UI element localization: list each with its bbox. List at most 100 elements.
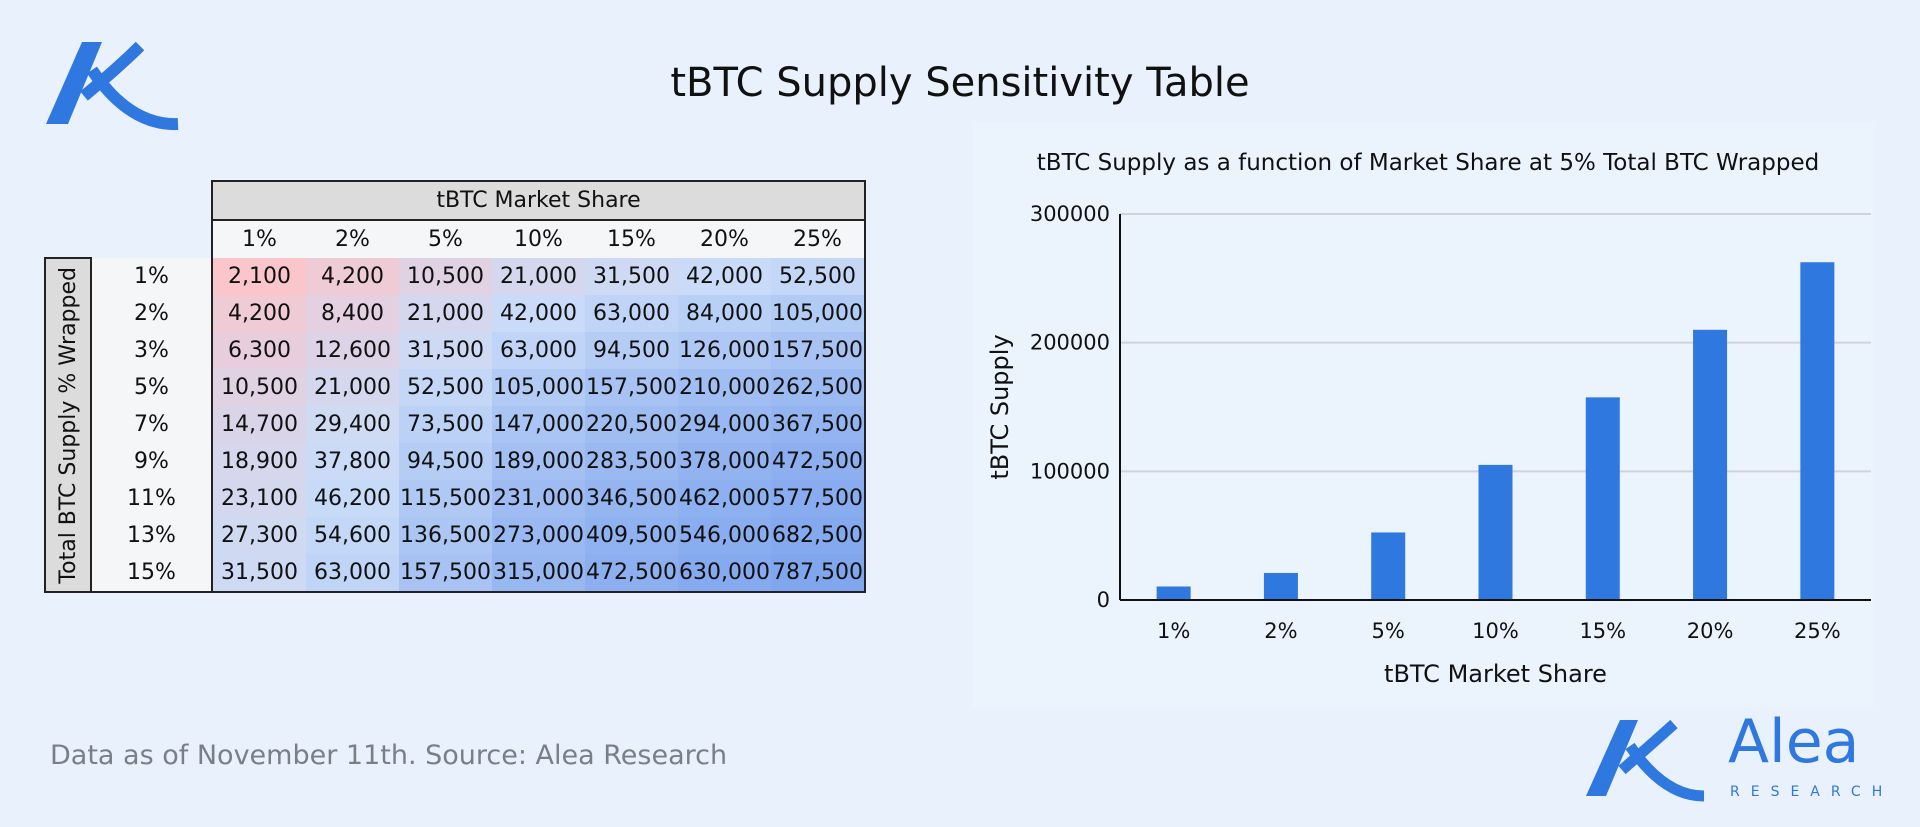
row-label: 7% bbox=[91, 406, 212, 443]
footer: Data as of November 11th. Source: Alea R… bbox=[50, 740, 728, 771]
x-tick-label: 25% bbox=[1794, 619, 1841, 643]
column-label: 25% bbox=[771, 219, 866, 258]
table-cell: 115,500 bbox=[399, 480, 492, 517]
table-cell: 4,200 bbox=[211, 295, 306, 332]
corner bbox=[45, 181, 212, 220]
column-label: 20% bbox=[678, 219, 771, 258]
corner bbox=[45, 220, 212, 258]
table-cell: 63,000 bbox=[306, 554, 399, 593]
table-cell: 46,200 bbox=[306, 480, 399, 517]
brand: Alea RESEARCH bbox=[1586, 712, 1893, 802]
table-cell: 231,000 bbox=[492, 480, 585, 517]
table-cell: 682,500 bbox=[771, 517, 866, 554]
table-cell: 6,300 bbox=[211, 332, 306, 369]
table-cell: 29,400 bbox=[306, 406, 399, 443]
table-cell: 10,500 bbox=[399, 258, 492, 295]
x-tick-label: 20% bbox=[1687, 619, 1734, 643]
chart: tBTC Supply as a function of Market Shar… bbox=[973, 122, 1873, 708]
row-label: 5% bbox=[91, 369, 212, 406]
brand-icon bbox=[1586, 720, 1638, 796]
table-cell: 189,000 bbox=[492, 443, 585, 480]
table-cell: 84,000 bbox=[678, 295, 771, 332]
table-cell: 63,000 bbox=[585, 295, 678, 332]
x-tick-label: 2% bbox=[1264, 619, 1297, 643]
row-label: 1% bbox=[91, 258, 212, 295]
table-cell: 346,500 bbox=[585, 480, 678, 517]
y-tick-label: 100000 bbox=[1030, 459, 1110, 483]
table-cell: 262,500 bbox=[771, 369, 866, 406]
logo bbox=[46, 41, 179, 131]
table-cell: 577,500 bbox=[771, 480, 866, 517]
bar bbox=[1478, 464, 1513, 600]
table-cell: 472,500 bbox=[771, 443, 866, 480]
table-cell: 136,500 bbox=[399, 517, 492, 554]
sensitivity-table: tBTC Market Share 1% 2% 5% 10% 15% 20% 25% Total… bbox=[44, 180, 866, 593]
table-cell: 10,500 bbox=[211, 369, 306, 406]
table-cell: 4,200 bbox=[306, 258, 399, 295]
table-cell: 21,000 bbox=[399, 295, 492, 332]
table-cell: 94,500 bbox=[585, 332, 678, 369]
table-cell: 220,500 bbox=[585, 406, 678, 443]
bar bbox=[1263, 572, 1298, 600]
table-cell: 21,000 bbox=[306, 369, 399, 406]
table-cell: 787,500 bbox=[771, 554, 866, 593]
table-cell: 31,500 bbox=[211, 554, 306, 593]
table-cell: 14,700 bbox=[211, 406, 306, 443]
bar bbox=[1800, 262, 1835, 600]
table-cell: 378,000 bbox=[678, 443, 771, 480]
table-cell: 52,500 bbox=[399, 369, 492, 406]
table-cell: 21,000 bbox=[492, 258, 585, 295]
table-cell: 210,000 bbox=[678, 369, 771, 406]
table-cell: 23,100 bbox=[211, 480, 306, 517]
row-label: 9% bbox=[91, 443, 212, 480]
y-tick-label: 200000 bbox=[1030, 331, 1110, 355]
column-label: 15% bbox=[585, 219, 678, 258]
table-cell: 546,000 bbox=[678, 517, 771, 554]
table-cell: 27,300 bbox=[211, 517, 306, 554]
y-axis-label: tBTC Supply bbox=[986, 334, 1014, 479]
row-header: Total BTC Supply % Wrapped bbox=[44, 257, 92, 593]
brand-tagline: RESEARCH bbox=[1730, 784, 1893, 800]
x-tick-label: 10% bbox=[1472, 619, 1519, 643]
table-cell: 42,000 bbox=[678, 258, 771, 295]
column-label: 10% bbox=[492, 219, 585, 258]
table-cell: 273,000 bbox=[492, 517, 585, 554]
table-cell: 157,500 bbox=[399, 554, 492, 593]
table-cell: 31,500 bbox=[399, 332, 492, 369]
y-tick-label: 0 bbox=[1097, 588, 1110, 612]
table-cell: 315,000 bbox=[492, 554, 585, 593]
table-cell: 52,500 bbox=[771, 258, 866, 295]
table-cell: 105,000 bbox=[492, 369, 585, 406]
row-header-text: Total BTC Supply % Wrapped bbox=[55, 266, 81, 584]
table-cell: 367,500 bbox=[771, 406, 866, 443]
brand-name: Alea bbox=[1728, 712, 1859, 777]
bar bbox=[1371, 532, 1406, 600]
table-cell: 126,000 bbox=[678, 332, 771, 369]
row-label: 15% bbox=[91, 554, 212, 593]
x-axis-label: tBTC Market Share bbox=[1384, 660, 1607, 688]
table-cell: 157,500 bbox=[771, 332, 866, 369]
page-title: tBTC Supply Sensitivity Table bbox=[670, 60, 1250, 106]
table-cell: 630,000 bbox=[678, 554, 771, 593]
table-cell: 12,600 bbox=[306, 332, 399, 369]
bar bbox=[1585, 397, 1620, 600]
table-cell: 157,500 bbox=[585, 369, 678, 406]
x-tick-label: 5% bbox=[1372, 619, 1405, 643]
table-cell: 42,000 bbox=[492, 295, 585, 332]
table-cell: 63,000 bbox=[492, 332, 585, 369]
brand-icon bbox=[1618, 719, 1705, 802]
table-cell: 37,800 bbox=[306, 443, 399, 480]
table-cell: 54,600 bbox=[306, 517, 399, 554]
row-label: 13% bbox=[91, 517, 212, 554]
table-cell: 18,900 bbox=[211, 443, 306, 480]
row-label: 11% bbox=[91, 480, 212, 517]
table-cell: 462,000 bbox=[678, 480, 771, 517]
x-tick-label: 15% bbox=[1579, 619, 1626, 643]
column-header: tBTC Market Share bbox=[211, 180, 866, 221]
column-label: 5% bbox=[399, 219, 492, 258]
table-cell: 283,500 bbox=[585, 443, 678, 480]
table-cell: 294,000 bbox=[678, 406, 771, 443]
x-tick-label: 1% bbox=[1157, 619, 1190, 643]
table-cell: 8,400 bbox=[306, 295, 399, 332]
